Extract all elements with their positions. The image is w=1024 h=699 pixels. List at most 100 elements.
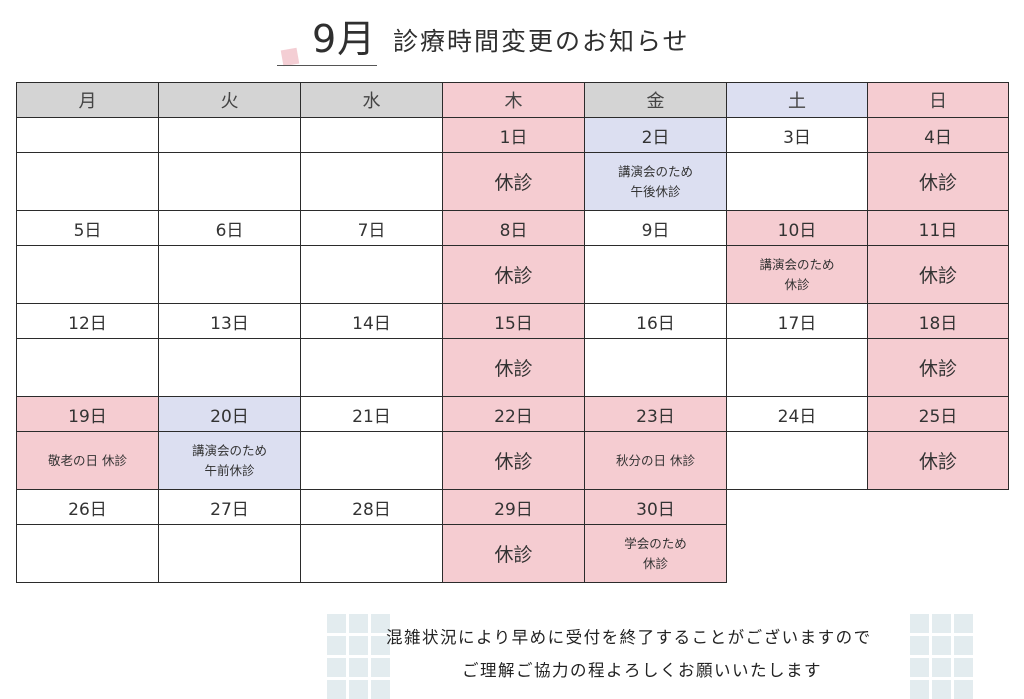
decorative-tile <box>910 680 929 699</box>
note-cell: 学会のため 休診 <box>584 524 727 583</box>
note-cell <box>16 338 159 397</box>
date-cell: 9日 <box>584 210 727 246</box>
decorative-tile <box>954 658 973 677</box>
closed-label: 休診 <box>494 358 533 380</box>
title-block: 9月 診療時間変更のお知らせ <box>0 0 1024 75</box>
decorative-tile <box>932 680 951 699</box>
date-cell: 10日 <box>726 210 868 246</box>
decorative-tile <box>327 658 346 677</box>
decorative-tile <box>327 680 346 699</box>
closed-label: 休診 <box>494 451 533 473</box>
closure-note: 学会のため 休診 <box>624 535 687 571</box>
decorative-tile <box>932 658 951 677</box>
date-row: 1日 2日 3日 4日 <box>16 117 1009 153</box>
note-row: 休診 学会のため 休診 <box>16 524 1009 583</box>
decorative-tile <box>910 658 929 677</box>
weekday-header-cell: 火 <box>158 82 301 118</box>
date-cell: 14日 <box>300 303 443 339</box>
decorative-tile <box>349 636 368 655</box>
date-cell <box>300 117 443 153</box>
note-row: 敬老の日 休診 講演会のため 午前休診 休診 秋分の日 休診 休診 <box>16 431 1009 490</box>
note-cell <box>726 338 868 397</box>
date-row: 26日 27日 28日 29日 30日 <box>16 489 1009 525</box>
note-cell <box>158 245 301 304</box>
footer-line-2: ご理解ご協力の程よろしくお願いいたします <box>462 661 822 680</box>
closed-label: 休診 <box>918 265 957 287</box>
closed-label: 休診 <box>494 172 533 194</box>
decorative-tile <box>954 614 973 633</box>
date-cell: 11日 <box>867 210 1009 246</box>
note-cell: 敬老の日 休診 <box>16 431 159 490</box>
decorative-tile <box>371 614 390 633</box>
note-cell: 秋分の日 休診 <box>584 431 727 490</box>
date-cell: 7日 <box>300 210 443 246</box>
note-cell <box>300 338 443 397</box>
footer-notice: 混雑状況により早めに受付を終了することがございますので ご理解ご協力の程よろしく… <box>0 610 1024 699</box>
footer-line-1: 混雑状況により早めに受付を終了することがございますので <box>386 628 872 647</box>
weekday-header-cell: 月 <box>16 82 159 118</box>
weekday-header-cell: 金 <box>584 82 727 118</box>
closure-note: 講演会のため 午後休診 <box>617 163 693 199</box>
note-cell: 休診 <box>442 338 585 397</box>
note-cell <box>16 152 159 211</box>
calendar-body: 月火水木金土日 1日 2日 3日 4日 休診 講演会のため 午後休診 休診 5日 6日 7日 8日 9日… <box>16 82 1009 583</box>
date-cell: 20日 <box>158 396 301 432</box>
title-accent-decoration <box>280 47 300 67</box>
weekday-header-cell: 木 <box>442 82 585 118</box>
date-cell: 4日 <box>867 117 1009 153</box>
closed-label: 休診 <box>918 451 957 473</box>
date-cell <box>16 117 159 153</box>
note-cell: 講演会のため 休診 <box>726 245 868 304</box>
date-cell: 21日 <box>300 396 443 432</box>
weekday-header-cell: 日 <box>867 82 1009 118</box>
date-cell: 2日 <box>584 117 727 153</box>
empty-cell <box>727 490 868 583</box>
date-cell: 25日 <box>867 396 1009 432</box>
date-cell <box>158 117 301 153</box>
date-row: 5日 6日 7日 8日 9日 10日 11日 <box>16 210 1009 246</box>
note-cell <box>300 245 443 304</box>
note-cell <box>16 245 159 304</box>
calendar-table: 月火水木金土日 1日 2日 3日 4日 休診 講演会のため 午後休診 休診 5日 6日 7日 8日 9日… <box>16 82 1009 583</box>
note-cell: 講演会のため 午前休診 <box>158 431 301 490</box>
closed-label: 休診 <box>918 172 957 194</box>
note-row: 休診 休診 <box>16 338 1009 397</box>
date-cell: 23日 <box>584 396 727 432</box>
decorative-tile <box>910 614 929 633</box>
closed-label: 休診 <box>494 265 533 287</box>
date-cell: 12日 <box>16 303 159 339</box>
note-cell: 休診 <box>442 152 585 211</box>
note-cell <box>584 338 727 397</box>
note-cell: 休診 <box>867 245 1009 304</box>
decorative-tile <box>349 614 368 633</box>
decorative-tile <box>371 680 390 699</box>
decorative-tile <box>932 614 951 633</box>
note-cell: 休診 <box>867 338 1009 397</box>
decorative-tile <box>932 636 951 655</box>
note-cell <box>300 524 443 583</box>
note-cell <box>584 245 727 304</box>
note-cell <box>158 152 301 211</box>
closed-label: 休診 <box>494 544 533 566</box>
date-cell: 22日 <box>442 396 585 432</box>
weekday-header-row: 月火水木金土日 <box>16 82 1009 118</box>
decorative-tile <box>954 636 973 655</box>
note-cell: 休診 <box>867 152 1009 211</box>
empty-cell <box>868 490 1009 583</box>
date-cell: 5日 <box>16 210 159 246</box>
note-cell: 講演会のため 午後休診 <box>584 152 727 211</box>
note-cell: 休診 <box>867 431 1009 490</box>
title-month: 9月 <box>312 17 377 61</box>
date-cell: 18日 <box>867 303 1009 339</box>
date-cell: 28日 <box>300 489 443 525</box>
date-cell: 15日 <box>442 303 585 339</box>
date-cell: 26日 <box>16 489 159 525</box>
closure-note: 講演会のため 午前休診 <box>191 442 267 478</box>
note-cell <box>158 524 301 583</box>
date-cell: 29日 <box>442 489 585 525</box>
closure-note: 敬老の日 休診 <box>48 452 127 468</box>
note-cell <box>726 152 868 211</box>
decorative-tile <box>327 636 346 655</box>
closed-label: 休診 <box>918 358 957 380</box>
date-row: 19日 20日 21日 22日 23日 24日 25日 <box>16 396 1009 432</box>
